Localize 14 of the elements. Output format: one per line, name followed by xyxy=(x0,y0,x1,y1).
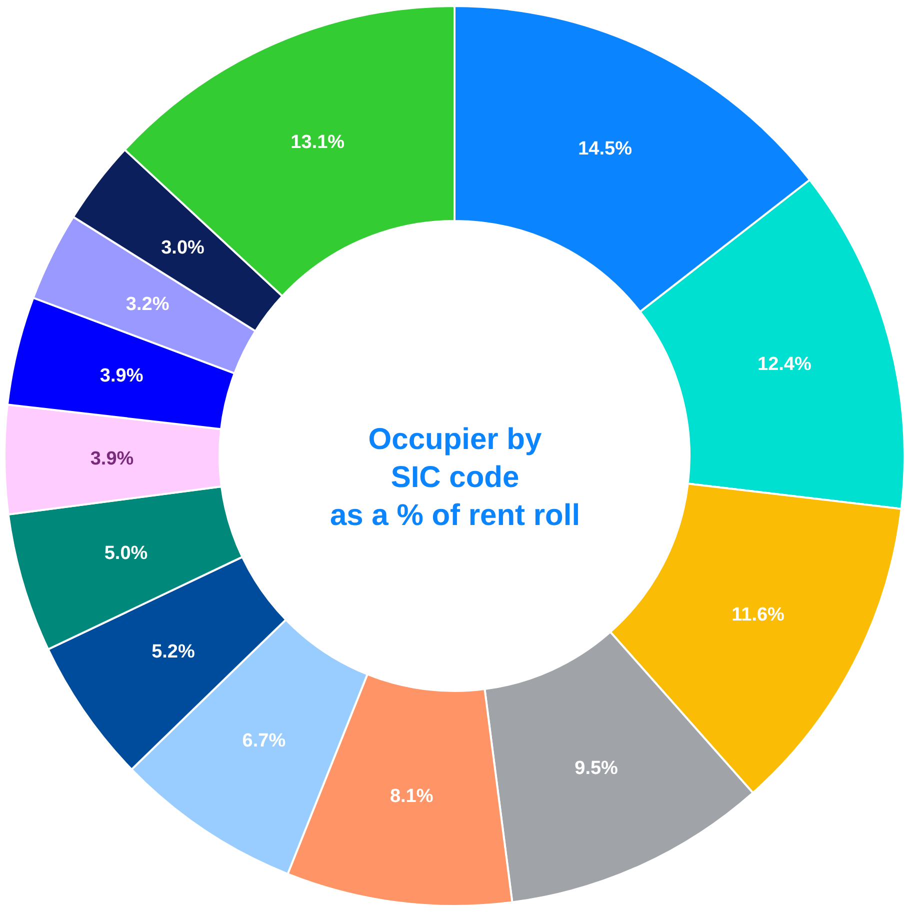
data-label: 3.9% xyxy=(90,448,134,470)
data-label: 6.7% xyxy=(242,730,286,752)
data-label: 3.2% xyxy=(126,294,170,316)
data-label: 13.1% xyxy=(290,132,345,154)
data-label: 11.6% xyxy=(732,604,785,626)
data-label: 8.1% xyxy=(390,786,434,807)
data-label: 9.5% xyxy=(574,758,618,779)
data-label: 12.4% xyxy=(758,354,812,376)
data-label: 3.0% xyxy=(161,238,205,259)
text: Occupier by SIC code as a % of rent roll xyxy=(330,423,580,532)
data-label: 3.9% xyxy=(100,366,144,387)
data-label: 5.2% xyxy=(152,641,195,662)
data-label: 5.0% xyxy=(104,543,148,564)
data-label: 14.5% xyxy=(578,138,632,160)
